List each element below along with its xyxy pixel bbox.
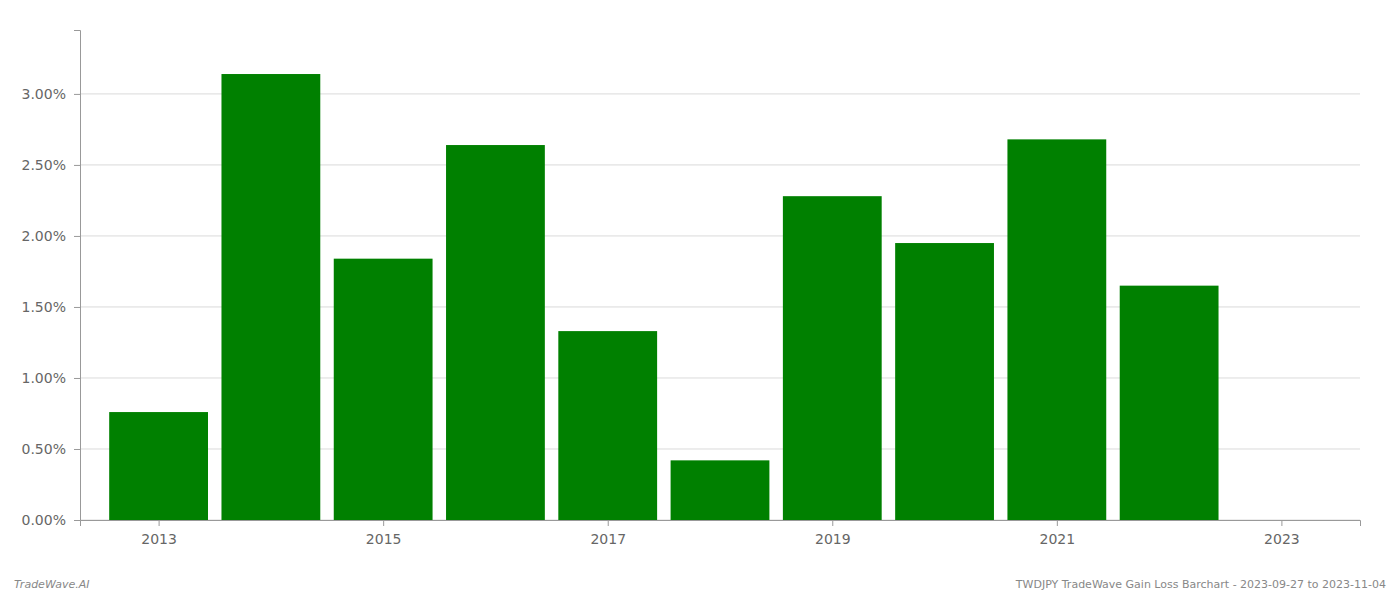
y-tick-label: 2.00% bbox=[22, 228, 66, 244]
x-tick: 2013 bbox=[141, 520, 177, 547]
y-tick-label: 1.00% bbox=[22, 370, 66, 386]
bar bbox=[783, 196, 882, 520]
y-tick: 1.00% bbox=[22, 370, 80, 386]
y-tick: 3.00% bbox=[22, 86, 80, 102]
y-tick: 0.00% bbox=[22, 512, 80, 528]
annotations: TradeWave.AI TWDJPY TradeWave Gain Loss B… bbox=[14, 578, 1386, 591]
x-axis: 2013 2015 2017 2019 2021 2023 bbox=[81, 520, 1361, 547]
y-tick-mark bbox=[74, 236, 80, 237]
x-tick-mark bbox=[608, 520, 609, 526]
x-tick-mark bbox=[832, 520, 833, 526]
x-axis-line bbox=[81, 521, 1361, 527]
y-tick-mark bbox=[74, 378, 80, 379]
y-tick-label: 1.50% bbox=[22, 299, 66, 315]
y-tick-label: 0.50% bbox=[22, 441, 66, 457]
annotation: TWDJPY TradeWave Gain Loss Barchart - 20… bbox=[1015, 578, 1386, 591]
x-tick: 2015 bbox=[366, 520, 402, 547]
bars bbox=[109, 74, 1218, 520]
x-tick-label: 2019 bbox=[815, 531, 851, 547]
y-tick: 1.50% bbox=[22, 299, 80, 315]
y-tick-mark bbox=[74, 307, 80, 308]
bar bbox=[1120, 286, 1219, 520]
bar bbox=[221, 74, 320, 520]
x-tick-mark bbox=[159, 520, 160, 526]
x-tick-label: 2013 bbox=[141, 531, 177, 547]
y-tick-mark bbox=[74, 449, 80, 450]
y-tick-label: 3.00% bbox=[22, 86, 66, 102]
y-tick: 2.50% bbox=[22, 157, 80, 173]
bar bbox=[1007, 139, 1106, 520]
x-tick: 2019 bbox=[815, 520, 851, 547]
y-tick-label: 0.00% bbox=[22, 512, 66, 528]
bar bbox=[446, 145, 545, 520]
x-tick-label: 2015 bbox=[366, 531, 402, 547]
y-axis-line bbox=[74, 31, 81, 521]
bar bbox=[334, 259, 433, 520]
x-tick: 2021 bbox=[1040, 520, 1076, 547]
bar bbox=[895, 243, 994, 520]
y-tick: 0.50% bbox=[22, 441, 80, 457]
y-tick: 2.00% bbox=[22, 228, 80, 244]
bar bbox=[671, 460, 770, 520]
y-axis: 0.00% 0.50% 1.00% 1.50% 2.00% 2.50% 3.00% bbox=[22, 31, 81, 528]
x-tick-label: 2023 bbox=[1264, 531, 1300, 547]
plot-area: 0.00%0.50%1.00%1.50%2.00%2.50%3.00%20132… bbox=[22, 31, 1361, 547]
bar bbox=[109, 412, 208, 520]
annotation: TradeWave.AI bbox=[14, 578, 89, 591]
y-tick-mark bbox=[74, 520, 80, 521]
x-tick-label: 2017 bbox=[590, 531, 626, 547]
x-tick-mark bbox=[383, 520, 384, 526]
x-tick-mark bbox=[1057, 520, 1058, 526]
x-tick: 2023 bbox=[1264, 520, 1300, 547]
x-tick-mark bbox=[1281, 520, 1282, 526]
y-tick-mark bbox=[74, 165, 80, 166]
x-tick-label: 2021 bbox=[1040, 531, 1076, 547]
bar bbox=[558, 331, 657, 520]
y-tick-label: 2.50% bbox=[22, 157, 66, 173]
y-tick-mark bbox=[74, 94, 80, 95]
chart: 0.00%0.50%1.00%1.50%2.00%2.50%3.00%20132… bbox=[0, 0, 1400, 600]
x-tick: 2017 bbox=[590, 520, 626, 547]
